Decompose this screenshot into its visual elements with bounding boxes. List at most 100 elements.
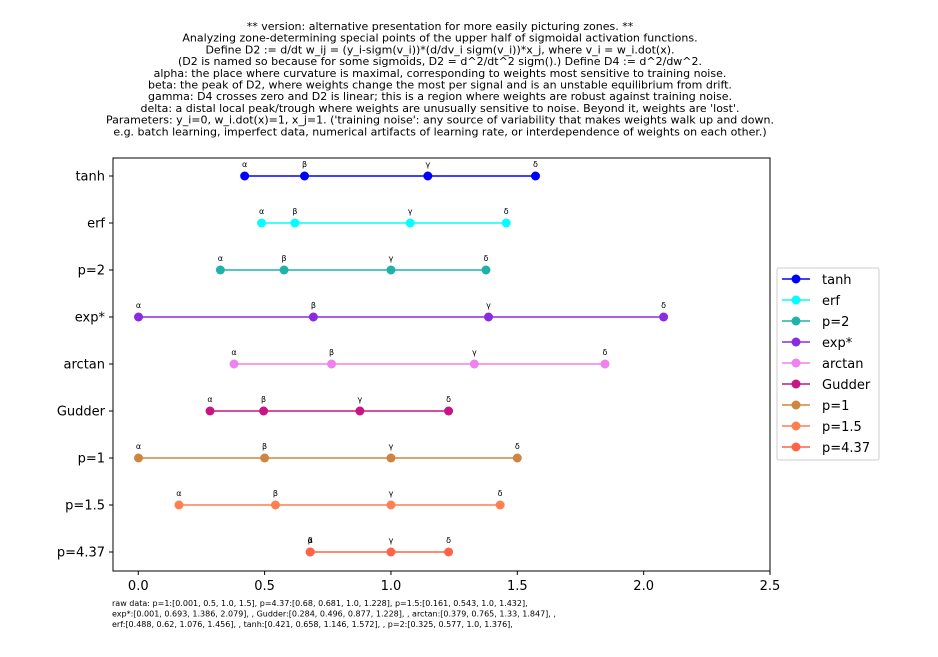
point-label: α bbox=[231, 348, 236, 357]
point-label: α bbox=[218, 254, 223, 263]
data-point bbox=[229, 359, 239, 369]
title-line: gamma: D4 crosses zero and D2 is linear;… bbox=[148, 90, 732, 103]
point-label: δ bbox=[484, 254, 489, 263]
point-label: β bbox=[282, 254, 287, 263]
chart-title: ** version: alternative presentation for… bbox=[106, 20, 774, 138]
point-label: δ bbox=[603, 348, 608, 357]
data-point bbox=[260, 453, 270, 463]
point-label: γ bbox=[389, 442, 394, 451]
point-label: γ bbox=[389, 489, 394, 498]
raw-data-line: exp*:[0.001, 0.693, 1.386, 2.079], , Gud… bbox=[112, 610, 556, 619]
raw-data-line: erf:[0.488, 0.62, 1.076, 1.456], , tanh:… bbox=[112, 620, 513, 629]
data-point bbox=[600, 359, 610, 369]
series-p=4.37: αβ γ δ bbox=[305, 536, 454, 557]
data-point bbox=[259, 406, 269, 416]
title-line: beta: the peak of D2, where weights chan… bbox=[148, 79, 732, 92]
title-line: Parameters: y_i=0, w_i.dot(x)=1, x_j=1. … bbox=[106, 114, 774, 127]
data-point bbox=[305, 547, 315, 557]
data-point bbox=[444, 547, 454, 557]
data-point bbox=[423, 171, 433, 181]
title-line: e.g. batch learning, imperfect data, num… bbox=[113, 125, 766, 138]
y-tick-label: p=2 bbox=[78, 264, 105, 279]
data-point bbox=[134, 312, 144, 322]
legend-swatch-marker bbox=[791, 337, 801, 347]
x-tick-label: 1.5 bbox=[507, 579, 528, 594]
y-tick-label: erf bbox=[87, 217, 105, 232]
point-label: δ bbox=[504, 207, 509, 216]
y-tick-label: tanh bbox=[75, 170, 105, 185]
data-point bbox=[386, 453, 396, 463]
legend: tanh erf p=2 exp* arctan Gudder p=1 p=1.5 p=4.37 bbox=[776, 267, 880, 461]
data-point bbox=[270, 500, 280, 510]
data-point bbox=[501, 218, 511, 228]
point-label: α bbox=[307, 536, 312, 545]
point-label: γ bbox=[425, 160, 430, 169]
point-label: α bbox=[259, 207, 264, 216]
legend-entry: exp* bbox=[782, 336, 853, 351]
legend-label: arctan bbox=[822, 357, 863, 372]
legend-swatch-marker bbox=[791, 358, 801, 368]
raw-data-footnote: raw data: p=1:[0.001, 0.5, 1.0, 1.5], p=… bbox=[112, 599, 556, 629]
y-tick-label: arctan bbox=[64, 358, 105, 373]
series-group: α β γ δα β γ δα β γ δα β γ δα β γ δα β γ δα β γ δα β γ δαβ γ δ bbox=[134, 160, 669, 557]
data-point bbox=[290, 218, 300, 228]
legend-frame bbox=[776, 267, 880, 461]
title-line: ** version: alternative presentation for… bbox=[247, 20, 634, 33]
point-label: β bbox=[273, 489, 278, 498]
y-tick-label: p=1.5 bbox=[65, 499, 105, 514]
point-label: δ bbox=[533, 160, 538, 169]
point-label: β bbox=[308, 536, 313, 545]
point-label: γ bbox=[389, 254, 394, 263]
x-axis: 0.0 0.5 1.0 1.5 2.0 2.5 bbox=[128, 571, 780, 594]
y-tick-label: Gudder bbox=[57, 405, 106, 420]
y-axis: tanh erf p=2 exp* arctan Gudder p=1 p=1.5 p=4.37 bbox=[57, 170, 113, 561]
series-p=1: α β γ δ bbox=[134, 442, 522, 463]
point-label: α bbox=[207, 395, 212, 404]
data-point bbox=[531, 171, 541, 181]
point-label: δ bbox=[498, 489, 503, 498]
point-label: γ bbox=[486, 301, 491, 310]
raw-data-line: raw data: p=1:[0.001, 0.5, 1.0, 1.5], p=… bbox=[112, 599, 528, 608]
data-point bbox=[386, 500, 396, 510]
point-label: α bbox=[176, 489, 181, 498]
legend-entry: arctan bbox=[782, 357, 863, 372]
legend-entry: p=1.5 bbox=[782, 420, 862, 435]
legend-entry: p=1 bbox=[782, 399, 849, 414]
data-point bbox=[444, 406, 454, 416]
point-label: β bbox=[311, 301, 316, 310]
legend-swatch-marker bbox=[791, 421, 801, 431]
x-tick-label: 1.0 bbox=[381, 579, 402, 594]
legend-label: p=2 bbox=[822, 315, 849, 330]
series-p=1.5: α β γ δ bbox=[174, 489, 505, 510]
point-label: β bbox=[302, 160, 307, 169]
point-label: γ bbox=[358, 395, 363, 404]
legend-swatch-marker bbox=[791, 379, 801, 389]
legend-label: tanh bbox=[822, 273, 852, 288]
legend-label: p=4.37 bbox=[822, 441, 870, 456]
data-point bbox=[205, 406, 215, 416]
legend-label: exp* bbox=[822, 336, 853, 351]
point-label: γ bbox=[408, 207, 413, 216]
legend-entry: Gudder bbox=[782, 378, 871, 393]
legend-swatch-marker bbox=[791, 400, 801, 410]
title-line: (D2 is named so because for some sigmoid… bbox=[178, 55, 702, 68]
data-point bbox=[659, 312, 669, 322]
point-label: γ bbox=[389, 536, 394, 545]
legend-swatch-marker bbox=[791, 295, 801, 305]
x-tick-label: 2.0 bbox=[633, 579, 654, 594]
series-Gudder: α β γ δ bbox=[205, 395, 454, 416]
data-point bbox=[495, 500, 505, 510]
data-point bbox=[215, 265, 225, 275]
data-point bbox=[512, 453, 522, 463]
legend-entry: tanh bbox=[782, 273, 852, 288]
point-label: β bbox=[292, 207, 297, 216]
data-point bbox=[481, 265, 491, 275]
data-point bbox=[327, 359, 337, 369]
y-tick-label: p=4.37 bbox=[57, 546, 105, 561]
series-tanh: α β γ δ bbox=[240, 160, 541, 181]
point-label: δ bbox=[661, 301, 666, 310]
data-point bbox=[355, 406, 365, 416]
legend-entry: p=2 bbox=[782, 315, 849, 330]
legend-swatch-marker bbox=[791, 316, 801, 326]
